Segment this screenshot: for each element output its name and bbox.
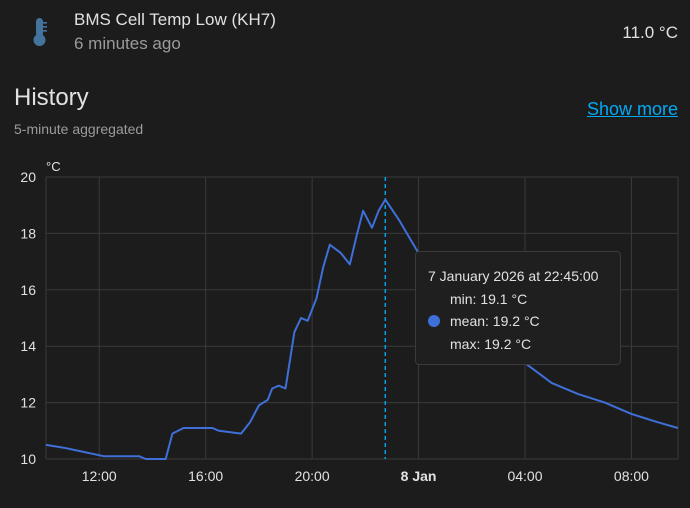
- last-changed: 6 minutes ago: [74, 34, 181, 53]
- tooltip-title: 7 January 2026 at 22:45:00: [428, 268, 599, 284]
- tooltip-min: min: 19.1 °C: [450, 291, 528, 307]
- history-title: History: [14, 84, 89, 111]
- x-tick-label: 04:00: [507, 468, 542, 484]
- entity-name: BMS Cell Temp Low (KH7): [74, 10, 276, 29]
- thermometer-icon: [28, 16, 50, 48]
- y-tick-label: 18: [20, 225, 36, 241]
- y-tick-label: 12: [20, 395, 36, 411]
- y-tick-label: 14: [20, 338, 36, 354]
- y-tick-label: 10: [20, 451, 36, 467]
- x-tick-label: 12:00: [82, 468, 117, 484]
- y-tick-label: 16: [20, 282, 36, 298]
- history-chart[interactable]: 20 18 16 14 12 10 12:00 16:00 20:00 8 Jan 04:00 08:…: [0, 150, 690, 500]
- entity-state: 11.0 °C: [622, 23, 678, 42]
- history-subtitle: 5-minute aggregated: [14, 121, 144, 137]
- x-tick-label: 16:00: [188, 468, 223, 484]
- x-tick-label: 20:00: [295, 468, 330, 484]
- entity-row[interactable]: BMS Cell Temp Low (KH7) 6 minutes ago 11…: [0, 0, 690, 64]
- y-axis-unit: °C: [46, 159, 61, 174]
- x-tick-label: 08:00: [614, 468, 649, 484]
- tooltip-series-dot: [428, 315, 440, 327]
- tooltip-max: max: 19.2 °C: [450, 336, 532, 352]
- tooltip-mean: mean: 19.2 °C: [450, 313, 540, 329]
- show-more-link[interactable]: Show more: [586, 99, 678, 119]
- x-tick-label: 8 Jan: [401, 468, 437, 484]
- chart-labels: 20 18 16 14 12 10 12:00 16:00 20:00 8 Jan 04:00 08:…: [20, 159, 649, 484]
- chart-tooltip: 7 January 2026 at 22:45:00 min: 19.1 °C …: [415, 251, 621, 365]
- y-tick-label: 20: [20, 169, 36, 185]
